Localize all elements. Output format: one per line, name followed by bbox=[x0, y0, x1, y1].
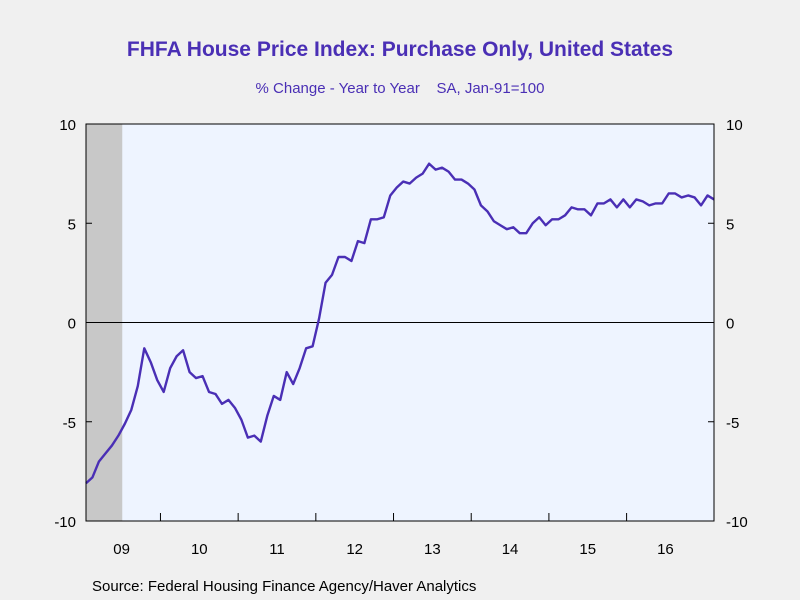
x-tick-label: 12 bbox=[346, 541, 363, 558]
y-tick-label-right: 5 bbox=[726, 216, 734, 233]
axes-group: 10 10 5 5 0 0 -5 -5 -10 -10 09 10 11 12 13 14 15 16 bbox=[54, 117, 747, 558]
y-tick-label-right: 0 bbox=[726, 316, 734, 333]
y-tick-label-right: -10 bbox=[726, 514, 748, 531]
x-tick-label: 14 bbox=[502, 541, 519, 558]
x-tick-label: 16 bbox=[657, 541, 674, 558]
series-line bbox=[85, 162, 715, 485]
source-note: Source: Federal Housing Finance Agency/H… bbox=[92, 578, 477, 595]
y-tick-label-right: -5 bbox=[726, 415, 739, 432]
x-tick-label: 11 bbox=[269, 541, 285, 558]
series-group bbox=[85, 162, 715, 485]
y-tick-label-left: 0 bbox=[68, 316, 76, 333]
y-tick-label-left: -5 bbox=[63, 415, 76, 432]
chart-subtitle: % Change - Year to Year SA, Jan-91=100 bbox=[255, 80, 545, 97]
x-tick-label: 15 bbox=[579, 541, 596, 558]
y-tick-label-left: -10 bbox=[54, 514, 76, 531]
y-tick-label-left: 10 bbox=[59, 117, 76, 134]
y-tick-label-right: 10 bbox=[726, 117, 743, 134]
chart-title: FHFA House Price Index: Purchase Only, U… bbox=[126, 38, 674, 61]
x-tick-label: 10 bbox=[191, 541, 208, 558]
x-tick-label: 13 bbox=[424, 541, 441, 558]
y-tick-label-left: 5 bbox=[68, 216, 76, 233]
x-tick-label: 09 bbox=[113, 541, 130, 558]
